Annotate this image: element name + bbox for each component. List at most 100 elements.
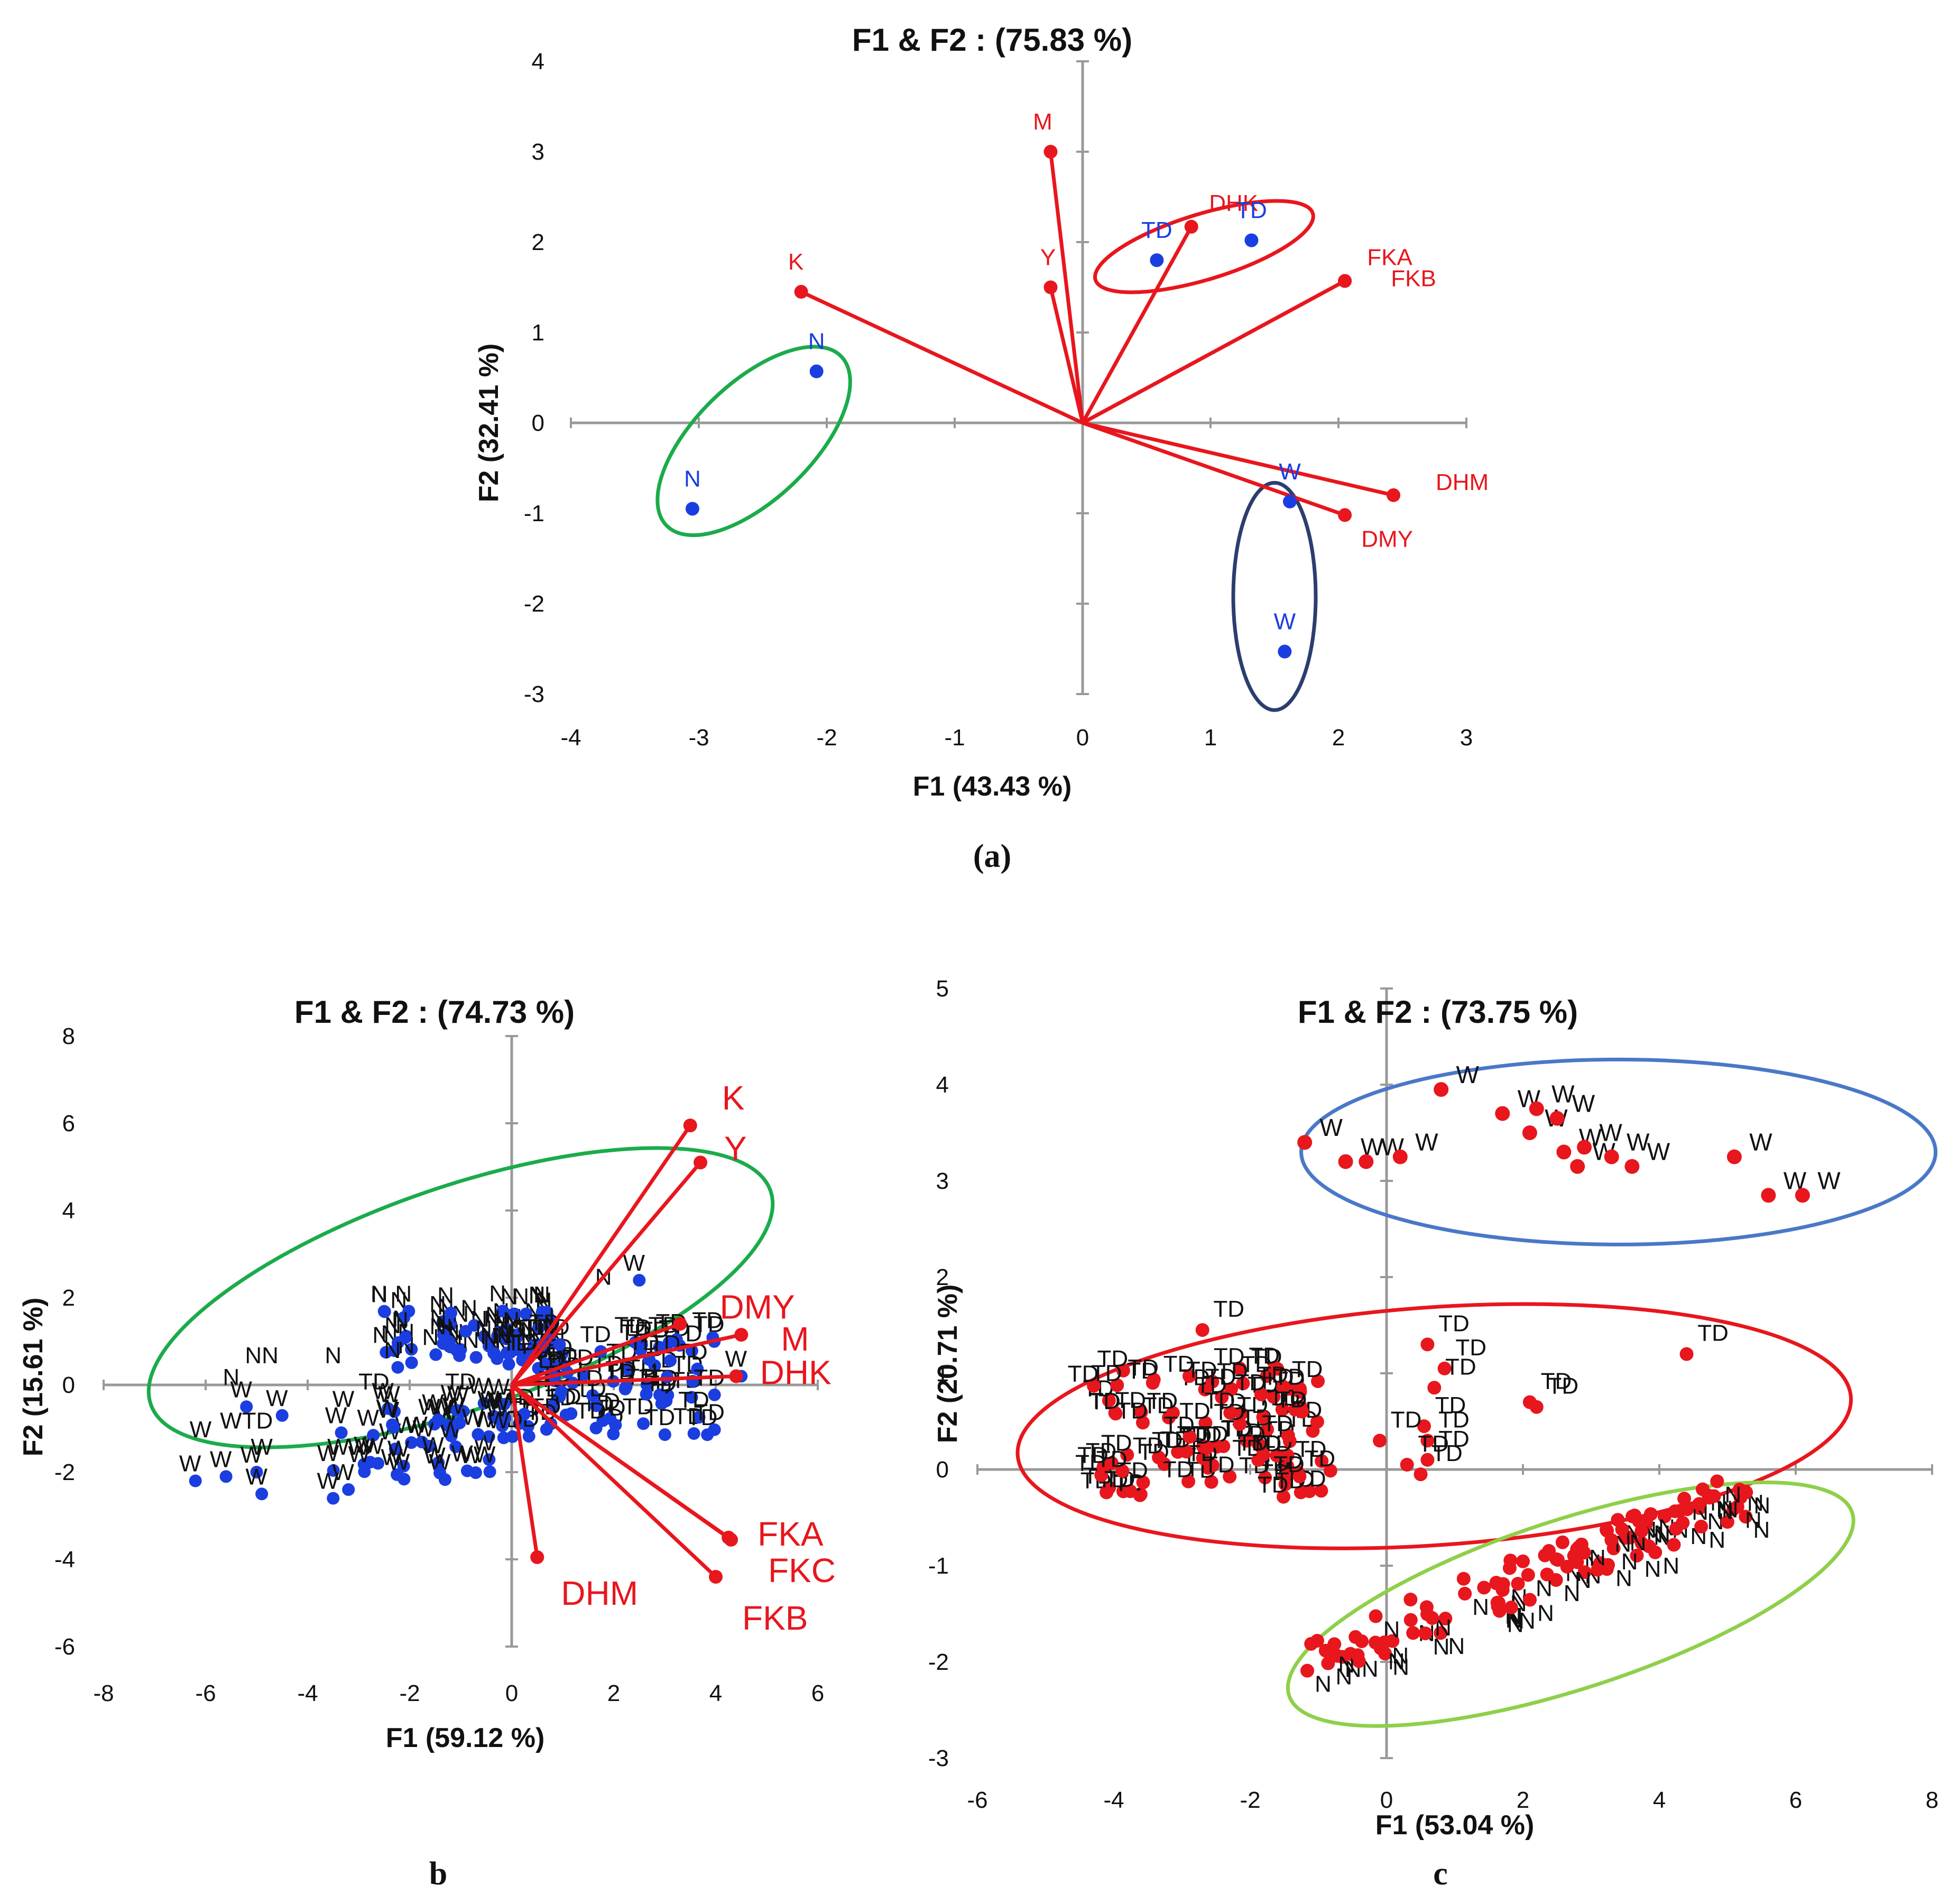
observation-label: TD [1262,1411,1293,1437]
observation-point [1577,1140,1592,1155]
observation-point [1417,1419,1431,1434]
observation-label: TD [1128,1355,1159,1381]
observation-point [535,1306,549,1319]
panel-a-axes: -4 -3 -2 -1 0 1 2 3 -3 -2 -1 0 1 2 3 4 [524,49,1473,751]
x-tick-label: 0 [1380,1787,1393,1813]
observation-point [522,1430,535,1443]
panel-a-group-ellipses [655,199,1318,712]
x-tick-label: -1 [944,725,965,751]
observation-point [1392,1149,1408,1164]
observation-point [508,1307,521,1320]
x-tick-label: 1 [1204,725,1217,751]
observation-point [1434,1626,1448,1640]
observation-point [1311,1374,1325,1388]
observation-point [1491,1599,1505,1613]
observation-point [1200,1440,1214,1455]
ellipse-group-N [655,345,852,537]
observation-label: W [488,1374,510,1400]
observation-point [1276,1380,1290,1394]
observation-point [1136,1475,1150,1490]
x-tick-label: 3 [1460,725,1473,751]
observation-point [1102,1481,1116,1495]
observation-label: TD [1391,1407,1422,1432]
observation-point [1315,1454,1329,1468]
observation-label: TD [1455,1335,1486,1361]
observation-point [670,1333,683,1346]
observation-label: W [1456,1061,1479,1088]
observation-label: N [1388,1649,1405,1675]
observation-point [1096,1460,1111,1474]
observation-label: N [1722,1496,1739,1522]
observation-point [660,1394,673,1408]
observation-label: TD [1068,1361,1099,1387]
observation-point [1403,1593,1418,1607]
observation-point [1116,1363,1130,1378]
variable-vector-dhk [511,1374,736,1387]
observation-point [1292,1469,1307,1484]
variable-vector-dhm [1082,421,1394,497]
observation-point [1204,1475,1218,1489]
ellipse-group-TD [1015,1302,1853,1550]
observation-label: W [422,1390,444,1416]
observation-point [1134,1405,1148,1419]
observation-point [1359,1154,1374,1169]
observation-label-outlier: W [327,1434,349,1460]
observation-point [1324,1644,1338,1658]
observation-point [532,1322,545,1335]
observation-point-n [685,502,699,516]
observation-point [1739,1510,1753,1524]
observation-label: N [481,1323,497,1349]
observation-label: W [462,1404,484,1430]
observation-label-outlier: NN [245,1343,279,1369]
observation-point [449,1440,463,1454]
y-tick-label: -2 [928,1649,949,1675]
observation-label: W [387,1436,410,1462]
observation-point-w [1283,494,1297,509]
observation-point [685,1391,698,1404]
observation-point [1604,1533,1619,1547]
observation-point [532,1362,545,1375]
observation-label: W [357,1405,379,1431]
observation-point [1268,1361,1282,1375]
observation-point [1521,1568,1535,1582]
observation-label: W [725,1346,747,1372]
observation-label: TD [694,1400,725,1426]
x-tick-label: -6 [195,1680,216,1706]
y-tick-label: 2 [532,229,544,255]
observation-label: W [1749,1129,1772,1156]
observation-point [1338,1154,1353,1169]
observation-label: W [451,1440,473,1466]
observation-label: W [179,1451,201,1477]
x-tick-label: 6 [1789,1787,1802,1813]
observation-point [391,1361,404,1374]
observation-label: N [372,1322,389,1348]
observation-point [1323,1464,1337,1478]
observation-point [497,1398,511,1411]
observation-label: N [529,1282,546,1308]
observation-point [1549,1552,1564,1566]
observation-label: N [430,1305,447,1331]
ellipse-group-W [1231,480,1318,712]
observation-label-outlier: N [325,1343,341,1369]
observation-point [1420,1434,1435,1448]
panel-c-observations: WWWWWWWWWWWWWWWWWTDTDTDTDTDTDTDTDTDTDTDT… [1068,1061,1841,1697]
observation-point [637,1417,650,1430]
variable-vector-y [1049,286,1085,423]
observation-point [460,1464,474,1477]
observation-label: TD [1217,1358,1248,1384]
observation-point [1209,1439,1224,1454]
x-tick-label: -6 [967,1787,987,1813]
observation-point [1657,1509,1671,1523]
observation-point [327,1464,340,1477]
observation-point [1427,1381,1442,1395]
observation-label-td: TD [1236,198,1267,224]
observation-label: N [1615,1566,1632,1592]
observation-point [459,1325,473,1338]
observation-label: TD [1438,1426,1470,1452]
observation-label: W [317,1468,339,1494]
y-tick-label: 2 [936,1264,949,1290]
observation-label: W [423,1443,446,1469]
observation-label-outlier: TD [445,1369,476,1394]
observation-label-w: W [1279,459,1301,485]
observation-label: TD [506,1329,538,1355]
